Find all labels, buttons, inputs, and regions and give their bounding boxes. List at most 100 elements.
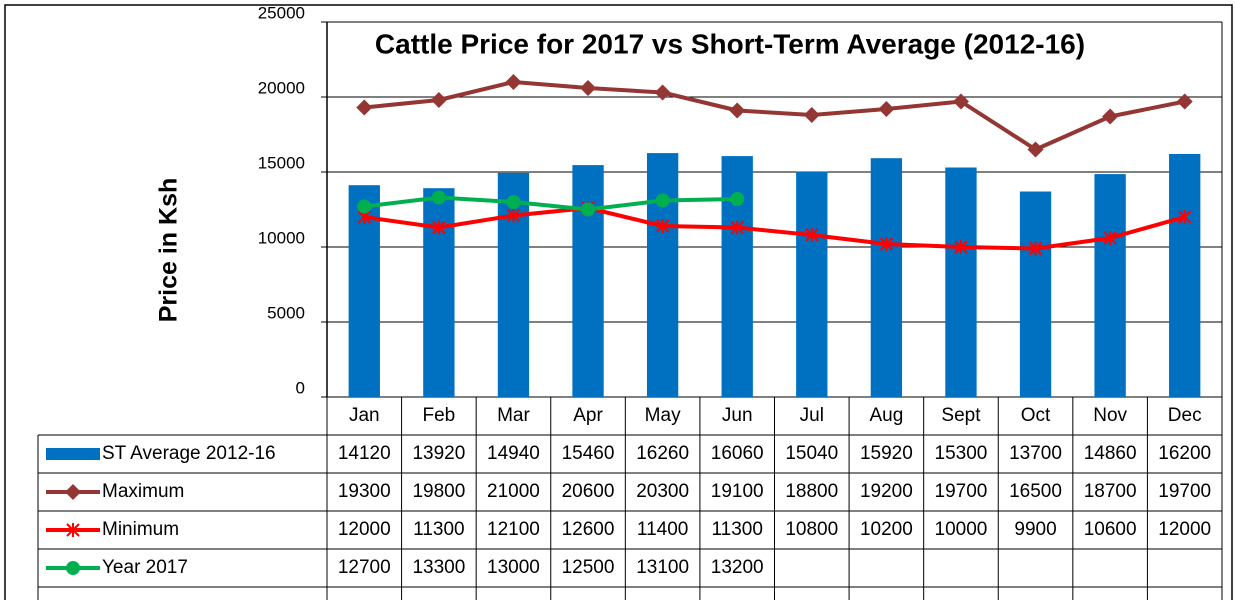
table-value: 15300 [935,443,988,464]
bar [945,167,977,397]
marker [506,195,521,209]
marker [432,220,446,235]
table-value: 19800 [412,481,465,502]
marker [803,107,820,123]
marker [581,202,596,217]
table-value: 13000 [487,557,540,578]
bar [796,171,828,397]
table-value: 20300 [636,481,689,502]
bar [1169,154,1201,397]
chart-border [4,4,1233,600]
table-value: 18800 [785,481,838,502]
marker [729,102,746,119]
bar [1019,191,1052,397]
bar [1094,174,1126,397]
y-axis-label: Price in Ksh [155,178,183,323]
table-value: 19700 [1158,481,1211,502]
marker [1103,231,1117,245]
line [364,80,1186,152]
table-value: 14860 [1084,443,1137,464]
table-value: 13700 [1009,443,1062,464]
table-value: 12000 [1158,519,1211,540]
table-value: 16260 [636,443,689,464]
marker [1178,210,1192,224]
table-value: 9900 [1014,519,1056,540]
marker [1176,93,1193,110]
x-tick-label: Mar [497,405,530,426]
x-tick-label: Dec [1168,405,1202,426]
marker [506,208,521,223]
bar [870,158,903,397]
marker [730,192,745,206]
table-value: 14120 [338,443,391,464]
table-value: 15920 [860,443,913,464]
x-tick-label: Sept [941,405,981,426]
table-value: 11300 [413,519,464,540]
table-value: 20600 [562,481,615,502]
x-tick-label: Nov [1093,405,1127,426]
table-value: 10600 [1084,519,1137,540]
table-value: 10000 [935,519,988,540]
marker [430,92,447,108]
y-tick-label: 20000 [258,78,305,97]
table-value: 12700 [338,557,391,578]
x-tick-label: Jul [800,405,824,426]
table-value: 19700 [935,481,988,502]
y-tick-label: 10000 [258,228,305,247]
table-value: 19100 [711,481,764,502]
table-value: 16060 [711,443,764,464]
table-value: 16200 [1158,443,1211,464]
marker [580,80,597,96]
marker [655,219,670,233]
marker [356,99,373,116]
marker [805,228,819,242]
table-value: 11400 [637,519,688,540]
marker [357,199,372,214]
table-value: 10200 [860,519,913,540]
table-value: 13100 [636,557,689,578]
bar [646,153,679,397]
legend-marker [66,523,80,537]
marker [879,237,894,251]
y-tick-label: 25000 [258,3,305,22]
table-value: 15460 [562,443,615,464]
table-value: 19300 [338,481,391,502]
table-value: 19200 [860,481,913,502]
table-value: 18700 [1084,481,1137,502]
marker [730,220,744,235]
table-value: 13300 [412,557,465,578]
x-tick-label: Apr [573,405,603,426]
marker [1027,141,1044,158]
table-value: 15040 [785,443,838,464]
marker [878,101,895,117]
bar [423,188,455,397]
bar [572,165,604,397]
marker [1102,108,1119,125]
legend-label: Maximum [102,481,184,502]
table-value: 14940 [487,443,540,464]
marker [431,190,446,205]
table-value: 12600 [562,519,615,540]
legend-key [46,448,100,460]
x-tick-label: Aug [869,405,903,426]
line [364,195,738,212]
marker [954,240,968,254]
table-value: 11300 [711,519,762,540]
y-tick-label: 5000 [267,303,305,322]
line [364,206,1186,251]
marker [655,193,670,208]
chart-title: Cattle Price for 2017 vs Short-Term Aver… [375,28,1085,59]
y-tick-label: 15000 [258,153,305,172]
marker [505,74,522,90]
table-value: 12500 [562,557,615,578]
legend-label: Year 2017 [102,557,188,578]
table-value: 12100 [487,519,540,540]
table-value: 21000 [487,481,540,502]
y-tick-label: 0 [296,378,305,397]
marker [952,93,969,110]
marker [654,84,671,101]
table-value: 13920 [412,443,465,464]
x-tick-label: Jan [349,405,380,426]
table-value: 12000 [338,519,391,540]
